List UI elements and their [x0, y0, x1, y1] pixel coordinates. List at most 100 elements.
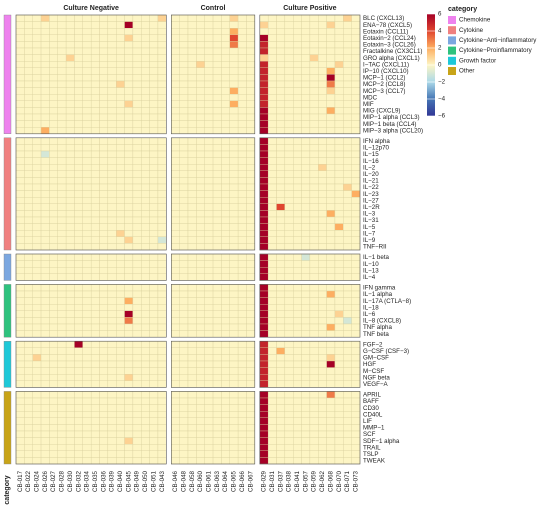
heatmap-cell: [351, 157, 361, 165]
heatmap-cell: [57, 61, 67, 68]
column-label: CB-073: [352, 470, 359, 492]
heatmap-cell: [99, 170, 109, 178]
heatmap-cell: [196, 87, 205, 95]
heatmap-cell: [149, 107, 159, 115]
heatmap-cell: [24, 444, 33, 451]
heatmap-cell: [246, 190, 255, 198]
heatmap-cell: [132, 367, 142, 375]
heatmap-cell: [107, 450, 117, 458]
heatmap-cell: [284, 203, 294, 211]
heatmap-cell: [57, 177, 67, 185]
heatmap-cell: [276, 197, 286, 204]
row-label: IL−15: [363, 151, 379, 158]
heatmap-cell: [351, 67, 361, 75]
heatmap-cell: [107, 230, 117, 237]
heatmap-cell: [204, 243, 214, 251]
heatmap-cell: [157, 430, 167, 438]
heatmap-cell: [149, 374, 159, 381]
heatmap-cell: [259, 144, 269, 152]
heatmap-cell: [301, 260, 311, 268]
heatmap-cell: [334, 216, 344, 224]
column-label: CB-062: [319, 470, 326, 492]
heatmap-cell: [90, 430, 100, 438]
heatmap-cell: [82, 94, 92, 101]
heatmap-cell: [157, 197, 167, 204]
heatmap-cell: [65, 34, 75, 42]
heatmap-cell: [196, 223, 205, 231]
heatmap-cell: [229, 144, 239, 152]
heatmap-cell: [343, 197, 352, 204]
heatmap-cell: [237, 94, 247, 101]
heatmap-cell: [318, 144, 327, 152]
heatmap-cell: [15, 330, 25, 338]
heatmap-cell: [229, 444, 239, 451]
heatmap-cell: [116, 113, 125, 121]
heatmap-cell: [187, 317, 197, 325]
heatmap-cell: [99, 197, 109, 204]
heatmap-cell: [237, 14, 247, 22]
heatmap-cell: [24, 367, 33, 375]
heatmap-cell: [179, 397, 189, 405]
heatmap-cell: [229, 177, 239, 185]
heatmap-cell: [301, 236, 311, 244]
heatmap-cell: [293, 236, 302, 244]
heatmap-cell: [301, 341, 311, 348]
heatmap-cell: [15, 223, 25, 231]
heatmap-cell: [334, 80, 344, 88]
heatmap-cell: [107, 304, 117, 311]
heatmap-cell: [40, 120, 50, 128]
heatmap-cell: [32, 243, 42, 251]
heatmap-cell: [196, 14, 205, 22]
heatmap-cell: [318, 391, 327, 399]
heatmap-cell: [15, 380, 25, 388]
heatmap-cell: [132, 54, 142, 62]
heatmap-cell: [82, 144, 92, 152]
heatmap-cell: [196, 67, 205, 75]
heatmap-cell: [141, 330, 150, 338]
heatmap-cell: [259, 157, 269, 165]
heatmap-cell: [259, 330, 269, 338]
heatmap-cell: [284, 80, 294, 88]
heatmap-cell: [32, 41, 42, 49]
heatmap-cell: [293, 374, 302, 381]
heatmap-cell: [82, 380, 92, 388]
heatmap-cell: [157, 230, 167, 237]
legend-swatch: [448, 16, 456, 24]
heatmap-cell: [318, 41, 327, 49]
heatmap-cell: [276, 144, 286, 152]
heatmap-cell: [293, 367, 302, 375]
heatmap-cell: [149, 21, 159, 29]
heatmap-cell: [107, 236, 117, 244]
heatmap-cell: [32, 297, 42, 305]
heatmap-cell: [343, 417, 352, 425]
heatmap-cell: [74, 430, 83, 438]
heatmap-cell: [179, 41, 189, 49]
column-label: CB-037: [277, 470, 284, 492]
heatmap-cell: [267, 354, 277, 362]
legend-label: Cytokine−Anti−inflammatory: [459, 37, 537, 44]
heatmap-cell: [171, 183, 180, 191]
heatmap-cell: [132, 61, 142, 68]
heatmap-cell: [99, 144, 109, 152]
heatmap-cell: [334, 28, 344, 35]
heatmap-cell: [49, 28, 58, 35]
heatmap-cell: [40, 54, 50, 62]
heatmap-cell: [212, 74, 222, 82]
heatmap-cell: [74, 14, 83, 22]
heatmap-cell: [267, 304, 277, 311]
heatmap-cell: [187, 380, 197, 388]
heatmap-cell: [157, 210, 167, 218]
heatmap-cell: [351, 411, 361, 418]
heatmap-cell: [149, 317, 159, 325]
heatmap-cell: [212, 41, 222, 49]
panel-border: [15, 340, 167, 388]
heatmap-cell: [49, 323, 58, 331]
heatmap-cell: [82, 150, 92, 158]
heatmap-cell: [267, 411, 277, 418]
column-label: CB-067: [247, 470, 254, 492]
row-label: MIG (CXCL9): [363, 108, 400, 115]
heatmap-cell: [204, 444, 214, 451]
heatmap-cell: [196, 61, 205, 68]
heatmap-cell: [212, 330, 222, 338]
heatmap-cell: [99, 397, 109, 405]
